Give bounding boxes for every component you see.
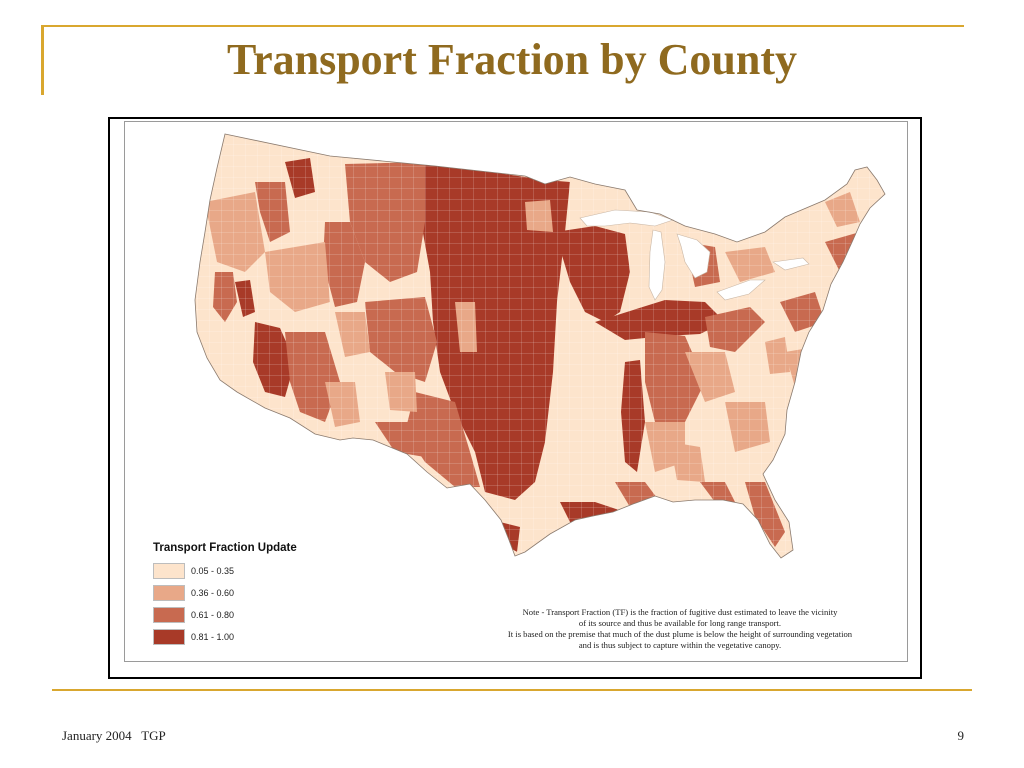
- lake-ontario: [772, 257, 810, 271]
- legend-item: 0.81 - 1.00: [153, 626, 353, 648]
- title-corner-line: [41, 25, 44, 95]
- map-panel: Transport Fraction Update 0.05 - 0.35 0.…: [124, 121, 908, 662]
- lake-superior: [579, 209, 674, 227]
- title-top-rule: [41, 25, 964, 27]
- legend-swatch: [153, 585, 185, 601]
- legend-swatch: [153, 607, 185, 623]
- legend-label: 0.61 - 0.80: [191, 610, 235, 620]
- legend-item: 0.05 - 0.35: [153, 560, 353, 582]
- footer-left: January 2004 TGP: [62, 728, 166, 743]
- legend-title: Transport Fraction Update: [153, 542, 297, 554]
- lake-huron: [676, 233, 711, 279]
- legend-label: 0.36 - 0.60: [191, 588, 235, 598]
- page-number: 9: [957, 728, 965, 743]
- legend-swatch: [153, 629, 185, 645]
- legend-item: 0.61 - 0.80: [153, 604, 353, 626]
- bottom-rule: [52, 689, 972, 691]
- lake-michigan: [648, 229, 666, 301]
- note-line: It is based on the premise that much of …: [507, 629, 853, 639]
- legend-swatch: [153, 563, 185, 579]
- note-line: Note - Transport Fraction (TF) is the fr…: [522, 607, 838, 617]
- legend-label: 0.81 - 1.00: [191, 632, 235, 642]
- note-line: and is thus subject to capture within th…: [578, 640, 782, 650]
- map-note: Note - Transport Fraction (TF) is the fr…: [455, 607, 905, 651]
- legend-item: 0.36 - 0.60: [153, 582, 353, 604]
- great-lakes: [579, 209, 810, 301]
- lake-erie: [716, 279, 766, 301]
- legend-label: 0.05 - 0.35: [191, 566, 235, 576]
- map-legend: Transport Fraction Update 0.05 - 0.35 0.…: [153, 542, 353, 648]
- map-frame: Transport Fraction Update 0.05 - 0.35 0.…: [108, 117, 922, 679]
- note-line: of its source and thus be available for …: [578, 618, 782, 628]
- county-map: [194, 133, 886, 559]
- slide-title: Transport Fraction by County: [227, 35, 797, 84]
